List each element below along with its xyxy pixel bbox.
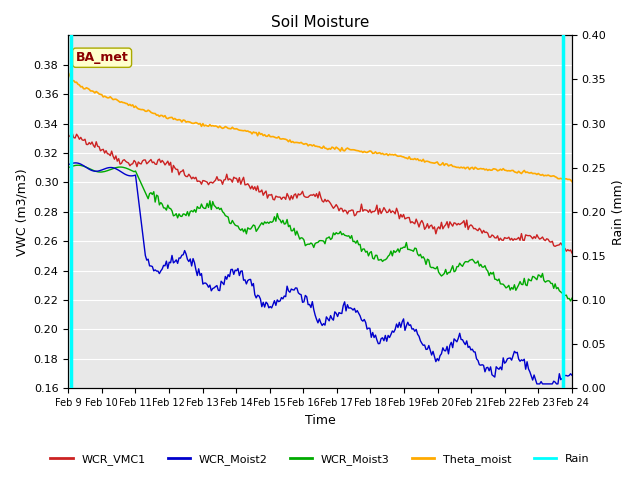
Text: BA_met: BA_met [76, 51, 129, 64]
Title: Soil Moisture: Soil Moisture [271, 15, 369, 30]
Y-axis label: Rain (mm): Rain (mm) [612, 179, 625, 245]
Y-axis label: VWC (m3/m3): VWC (m3/m3) [15, 168, 28, 256]
X-axis label: Time: Time [305, 414, 335, 427]
Legend: WCR_VMC1, WCR_Moist2, WCR_Moist3, Theta_moist, Rain: WCR_VMC1, WCR_Moist2, WCR_Moist3, Theta_… [46, 450, 594, 469]
